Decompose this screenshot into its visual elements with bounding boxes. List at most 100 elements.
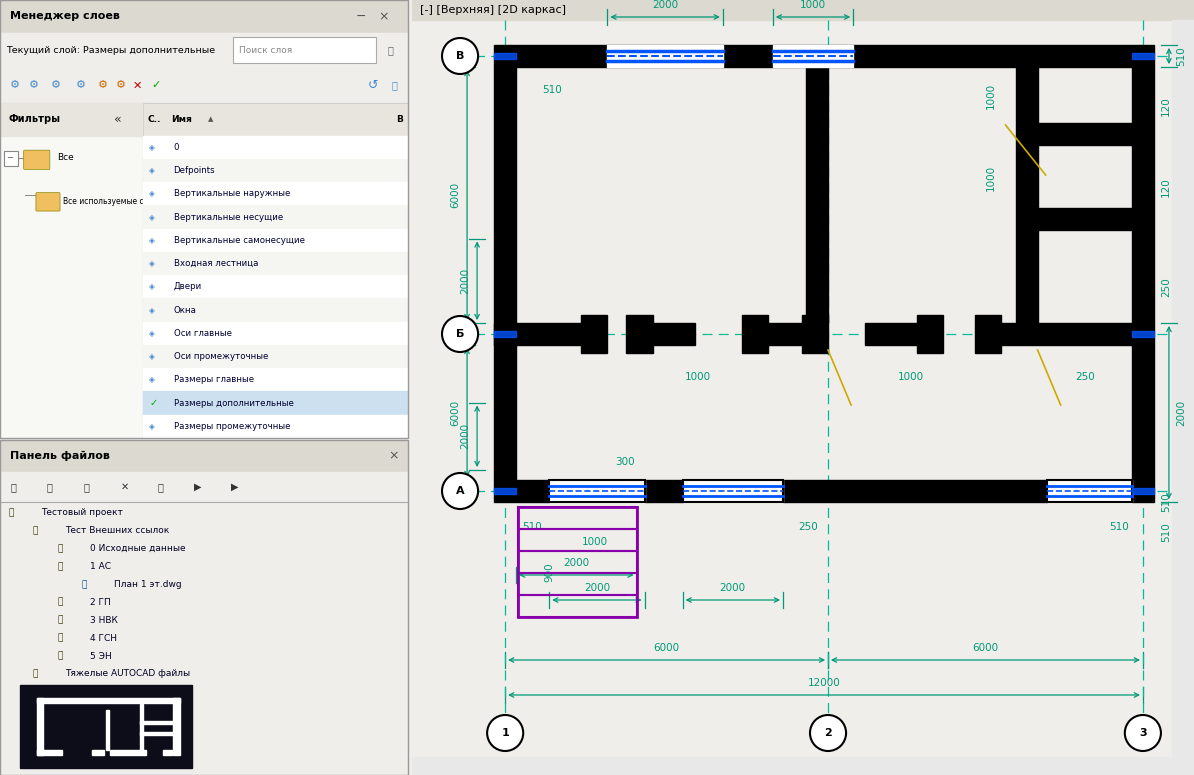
- Text: Б: Б: [456, 329, 464, 339]
- Bar: [494, 67, 516, 345]
- Text: 510: 510: [1161, 492, 1171, 512]
- Text: 1 АС: 1 АС: [90, 562, 111, 571]
- Text: 120: 120: [1016, 85, 1035, 95]
- Text: 💾: 💾: [158, 482, 164, 492]
- Text: Окна: Окна: [173, 305, 197, 315]
- Bar: [37, 698, 179, 704]
- Circle shape: [442, 316, 478, 352]
- Text: В: В: [456, 51, 464, 61]
- Text: Все используемые с: Все используемые с: [63, 197, 144, 206]
- Text: 📂: 📂: [57, 562, 62, 571]
- Text: 510: 510: [542, 85, 562, 95]
- Bar: [143, 205, 408, 229]
- Text: ◈: ◈: [149, 282, 155, 291]
- Text: 📁: 📁: [57, 616, 62, 625]
- Text: [-] [Верхняя] [2D каркас]: [-] [Верхняя] [2D каркас]: [420, 5, 566, 15]
- Text: 300: 300: [615, 457, 634, 467]
- Bar: [0, 68, 408, 103]
- Text: 2: 2: [824, 728, 832, 738]
- Text: Все: Все: [57, 153, 74, 162]
- Bar: [518, 595, 636, 617]
- Bar: [518, 507, 636, 529]
- Text: ×: ×: [388, 449, 399, 463]
- Text: 900: 900: [544, 563, 554, 582]
- Text: 12000: 12000: [807, 678, 841, 688]
- Bar: [412, 0, 1194, 20]
- Text: С..: С..: [147, 115, 160, 124]
- Bar: [0, 472, 408, 502]
- Text: Тяжелые AUTOCAD файлы: Тяжелые AUTOCAD файлы: [66, 670, 191, 678]
- Bar: [143, 103, 408, 438]
- Bar: [143, 136, 408, 159]
- Text: 6000: 6000: [972, 643, 998, 653]
- Text: ⚙: ⚙: [75, 81, 86, 91]
- Text: ◈: ◈: [149, 422, 155, 431]
- Bar: [494, 323, 590, 345]
- Text: 2000: 2000: [1176, 399, 1186, 425]
- Text: Имя: Имя: [172, 115, 192, 124]
- Text: ✓: ✓: [149, 398, 158, 408]
- Circle shape: [487, 715, 523, 751]
- Text: ◈: ◈: [149, 236, 155, 245]
- Bar: [917, 315, 943, 353]
- Text: Фильтры: Фильтры: [8, 115, 60, 124]
- Text: ×: ×: [378, 10, 389, 23]
- Bar: [494, 331, 516, 337]
- Text: 2000: 2000: [460, 267, 470, 294]
- Text: 510: 510: [522, 522, 542, 532]
- Bar: [20, 684, 192, 768]
- Text: Размеры главные: Размеры главные: [173, 375, 253, 384]
- Bar: [1173, 20, 1194, 775]
- Bar: [1038, 208, 1132, 230]
- Text: ◈: ◈: [149, 352, 155, 361]
- Text: 1000: 1000: [985, 164, 996, 191]
- Text: 🔍: 🔍: [388, 46, 394, 55]
- Text: Размеры промежуточные: Размеры промежуточные: [173, 422, 290, 431]
- Bar: [1016, 67, 1038, 323]
- Bar: [143, 103, 408, 136]
- Bar: [106, 710, 110, 749]
- Bar: [143, 252, 408, 275]
- Text: ×: ×: [536, 484, 547, 498]
- Text: Панель файлов: Панель файлов: [11, 451, 110, 461]
- Text: ◈: ◈: [149, 212, 155, 222]
- Text: ◈: ◈: [149, 166, 155, 175]
- Text: 📄: 📄: [84, 482, 90, 492]
- Text: А: А: [456, 486, 464, 496]
- Bar: [549, 480, 645, 502]
- Text: 3: 3: [1139, 728, 1146, 738]
- Bar: [783, 480, 1047, 502]
- Text: 📂: 📂: [11, 482, 16, 492]
- Text: Входная лестница: Входная лестница: [173, 259, 258, 268]
- Text: 📁: 📁: [57, 544, 62, 553]
- Text: Менеджер слоев: Менеджер слоев: [11, 12, 121, 22]
- Text: 📐: 📐: [81, 580, 87, 589]
- Text: Размеры дополнительные: Размеры дополнительные: [173, 398, 294, 408]
- Text: 1000: 1000: [581, 537, 608, 547]
- Bar: [37, 698, 43, 755]
- Bar: [866, 323, 930, 345]
- Text: Двери: Двери: [173, 282, 202, 291]
- Text: 6000: 6000: [450, 399, 460, 425]
- Bar: [412, 757, 1173, 775]
- Text: 🔧: 🔧: [392, 81, 398, 91]
- Text: Оси промежуточные: Оси промежуточные: [173, 352, 267, 361]
- Text: 510: 510: [1161, 522, 1171, 542]
- Text: Вертикальные самонесущие: Вертикальные самонесущие: [173, 236, 304, 245]
- Text: 2000: 2000: [564, 558, 590, 568]
- Text: В: В: [396, 115, 402, 124]
- Bar: [143, 391, 408, 415]
- Bar: [0, 103, 143, 438]
- Circle shape: [1125, 715, 1161, 751]
- Text: 4 ГСН: 4 ГСН: [90, 634, 117, 642]
- Bar: [518, 573, 636, 595]
- Bar: [608, 45, 722, 67]
- Text: 250: 250: [1161, 277, 1171, 298]
- Text: ◈: ◈: [149, 375, 155, 384]
- Bar: [143, 159, 408, 182]
- Bar: [549, 480, 645, 502]
- Text: 510: 510: [1109, 522, 1128, 532]
- Text: 510: 510: [1176, 46, 1186, 66]
- Text: 0 Исходные данные: 0 Исходные данные: [90, 544, 185, 553]
- Bar: [143, 229, 408, 252]
